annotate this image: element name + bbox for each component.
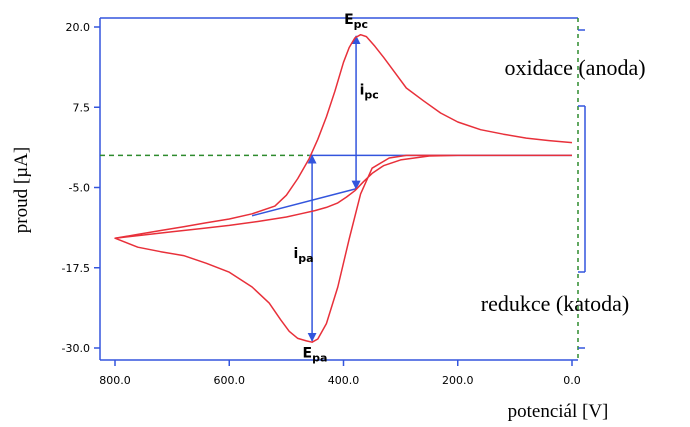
cv-series-2 (114, 33, 573, 239)
y-tick-label: 7.5 (73, 101, 91, 114)
cv-curves (114, 33, 573, 343)
oxidation-label: oxidace (anoda) (504, 55, 645, 80)
y-tick-label: -17.5 (62, 262, 90, 275)
annotation-ipa: ipa (293, 246, 313, 265)
plot-frame (99, 17, 586, 361)
cv-series-1 (114, 154, 572, 343)
x-tick-label: 800.0 (99, 374, 131, 387)
annotation-epa: Epa (303, 346, 328, 365)
x-tick-label: 0.0 (563, 374, 581, 387)
y-tick-label: 20.0 (66, 21, 91, 34)
x-tick-label: 200.0 (442, 374, 474, 387)
peak-annotations: Epc ipc ipa Epa (293, 12, 378, 365)
annotation-ipc: ipc (360, 82, 379, 101)
y-axis-ticks: 20.0 7.5 -5.0 -17.5 -30.0 (62, 21, 100, 355)
y-axis-label: proud [µA] (11, 147, 32, 233)
x-axis-ticks: 800.0 600.0 400.0 200.0 0.0 (99, 360, 581, 387)
annotation-epc: Epc (344, 12, 368, 31)
reduction-label: redukce (katoda) (481, 291, 629, 316)
x-tick-label: 400.0 (328, 374, 360, 387)
y-tick-label: -30.0 (62, 342, 90, 355)
x-tick-label: 600.0 (214, 374, 246, 387)
tangent-line (251, 188, 357, 217)
x-axis-label: potenciál [V] (508, 401, 609, 422)
y-tick-label: -5.0 (69, 182, 90, 195)
